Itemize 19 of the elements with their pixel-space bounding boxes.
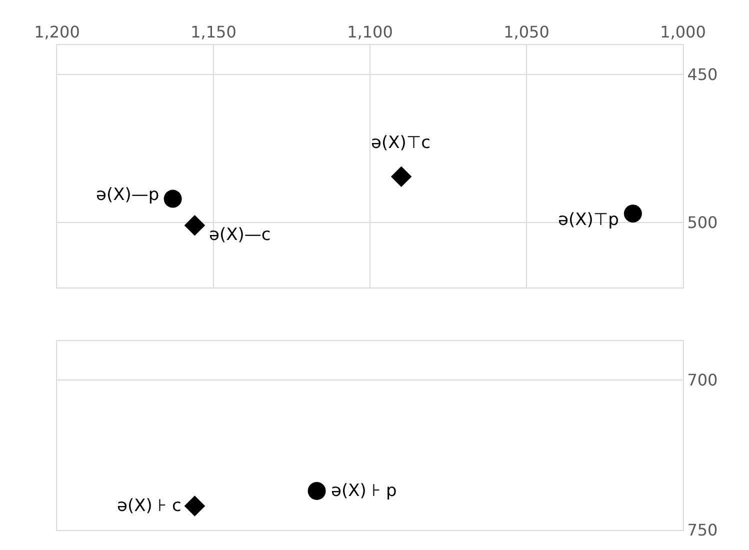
x-tick-label: 1,000 [660,22,706,42]
annotation: ə(X)⊤p [558,210,619,230]
y-tick-label: 450 [687,65,718,84]
point [184,215,206,236]
annotation: ə(X)⊤c [371,133,431,153]
annotation: ə(X) ⊦ p [331,481,397,501]
annotation: ə(X)—p [96,185,160,205]
annotation: ə(X)—c [209,225,271,245]
y-tick-label: 700 [687,370,718,390]
point [624,204,642,223]
point [390,166,412,187]
annotation: ə(X) ⊦ c [117,496,182,516]
point [164,190,182,208]
y-tick-label: 750 [687,520,718,540]
x-tick-label: 1,050 [504,22,550,42]
x-tick-label: 1,100 [347,22,393,42]
y-tick-label: 500 [687,213,718,232]
x-tick-label: 1,200 [34,22,80,42]
x-tick-label: 1,150 [190,22,236,42]
